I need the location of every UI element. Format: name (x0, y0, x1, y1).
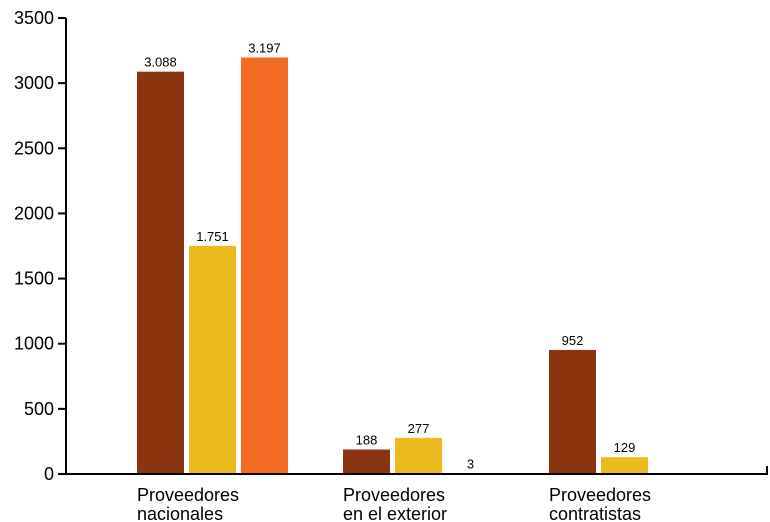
bar (601, 457, 648, 474)
x-category-label: contratistas (549, 504, 641, 522)
y-tick-label: 1000 (14, 334, 54, 354)
y-tick-label: 1500 (14, 269, 54, 289)
data-label: 3.197 (248, 40, 281, 55)
data-label: 1.751 (196, 229, 229, 244)
y-tick-label: 0 (44, 464, 54, 484)
x-category-label: Proveedores (343, 485, 445, 505)
bar (549, 349, 596, 474)
y-tick-label: 500 (24, 399, 54, 419)
y-tick-label: 2000 (14, 203, 54, 223)
x-category-label: Proveedores (549, 485, 651, 505)
data-label: 952 (562, 333, 584, 348)
bar (241, 57, 288, 475)
bar (395, 437, 442, 474)
x-category-label: Proveedores (137, 485, 239, 505)
data-label: 188 (356, 433, 378, 448)
data-labels: 3.088 188 952 1.751 277 129 3.197 3 (144, 40, 635, 471)
data-label: 3 (467, 457, 474, 472)
data-label: 277 (408, 421, 430, 436)
data-label: 129 (614, 440, 636, 455)
y-tick-label: 3000 (14, 73, 54, 93)
bars (137, 57, 648, 475)
bar (343, 449, 390, 474)
x-category-label: en el exterior (343, 504, 447, 522)
data-label: 3.088 (144, 55, 177, 70)
bar (137, 71, 184, 475)
bar (189, 245, 236, 474)
y-axis: 0 500 1000 1500 2000 2500 3000 3500 (14, 8, 67, 484)
x-category-label: nacionales (137, 504, 223, 522)
y-tick-label: 2500 (14, 138, 54, 158)
y-tick-label: 3500 (14, 8, 54, 28)
